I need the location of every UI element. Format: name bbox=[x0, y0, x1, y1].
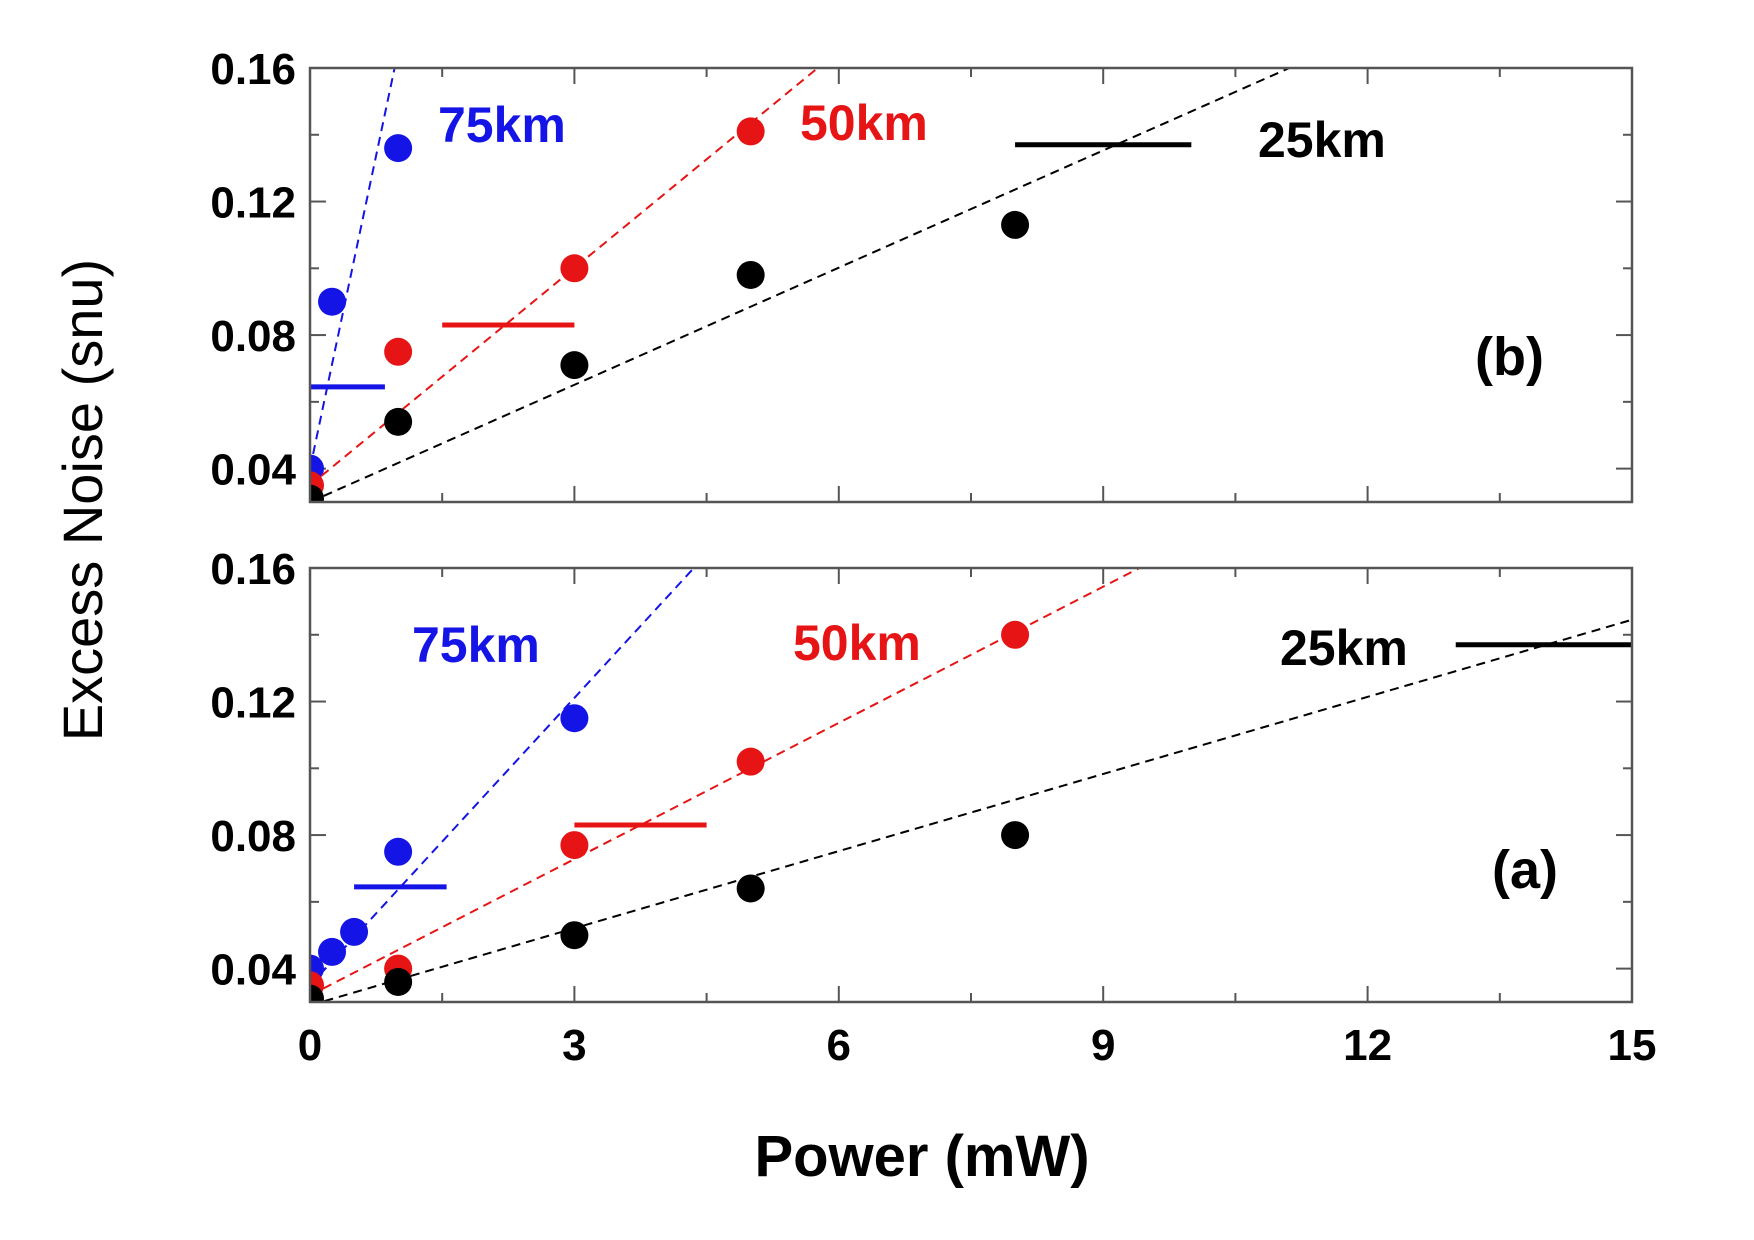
y-axis-title: Excess Noise (snu) bbox=[51, 259, 114, 741]
y-tick-label: 0.08 bbox=[210, 812, 296, 861]
data-point-50km bbox=[736, 117, 765, 146]
series-label-75km: 75km bbox=[412, 617, 540, 673]
x-tick-label: 9 bbox=[1091, 1021, 1115, 1070]
panel-b: 0.04 0.08 0.12 0.16 75km 50km 25km (b) bbox=[210, 45, 1634, 504]
series-label-50km: 50km bbox=[800, 95, 928, 151]
y-tick-label: 0.16 bbox=[210, 545, 296, 594]
y-tick-label: 0.04 bbox=[210, 446, 296, 495]
data-point-25km bbox=[384, 407, 413, 436]
x-tick-label: 12 bbox=[1343, 1021, 1392, 1070]
data-point-75km bbox=[318, 937, 347, 966]
data-point-25km bbox=[1001, 821, 1030, 850]
series-label-25km: 25km bbox=[1280, 620, 1408, 676]
fit-line-25km bbox=[317, 618, 1632, 1002]
data-point-75km bbox=[340, 917, 369, 946]
x-tick-label: 0 bbox=[298, 1021, 322, 1070]
data-point-25km bbox=[310, 484, 324, 502]
y-tick-label: 0.04 bbox=[210, 946, 296, 995]
panel-label: (b) bbox=[1475, 327, 1544, 387]
data-point-25km bbox=[1001, 210, 1030, 239]
data-point-75km bbox=[384, 134, 413, 163]
data-point-75km bbox=[560, 704, 589, 733]
data-point-25km bbox=[384, 967, 413, 996]
x-tick-label: 3 bbox=[562, 1021, 586, 1070]
x-axis-title: Power (mW) bbox=[754, 1124, 1089, 1189]
fit-line-25km bbox=[310, 68, 1292, 502]
plot-area bbox=[310, 68, 1292, 502]
fit-line-50km bbox=[310, 568, 1142, 997]
series-label-25km: 25km bbox=[1258, 112, 1386, 168]
data-point-25km bbox=[560, 351, 589, 380]
data-point-50km bbox=[736, 747, 765, 776]
data-point-25km bbox=[310, 984, 324, 1002]
y-tick-label: 0.12 bbox=[210, 679, 296, 728]
x-tick-label: 15 bbox=[1608, 1021, 1657, 1070]
series-label-75km: 75km bbox=[438, 97, 566, 153]
data-point-25km bbox=[736, 260, 765, 289]
panel-a: 0.04 0.08 0.12 0.16 0 3 6 9 12 15 75km 50km 25km (a) bbox=[210, 545, 1657, 1070]
data-point-50km bbox=[1001, 620, 1030, 649]
series-label-50km: 50km bbox=[793, 615, 921, 671]
fit-line-50km bbox=[310, 68, 820, 487]
plot-frame bbox=[308, 66, 1634, 504]
x-tick-label: 6 bbox=[827, 1021, 851, 1070]
panel-label: (a) bbox=[1492, 840, 1558, 900]
y-tick-label: 0.12 bbox=[210, 179, 296, 228]
data-point-75km bbox=[318, 287, 347, 316]
y-tick-label: 0.16 bbox=[210, 45, 296, 94]
data-point-75km bbox=[384, 837, 413, 866]
data-point-50km bbox=[384, 337, 413, 366]
plot-frame bbox=[308, 566, 1634, 1004]
data-point-50km bbox=[560, 831, 589, 860]
plot-area bbox=[310, 568, 1632, 1002]
data-point-25km bbox=[560, 921, 589, 950]
data-point-25km bbox=[736, 874, 765, 903]
y-tick-label: 0.08 bbox=[210, 312, 296, 361]
data-point-50km bbox=[560, 254, 589, 283]
